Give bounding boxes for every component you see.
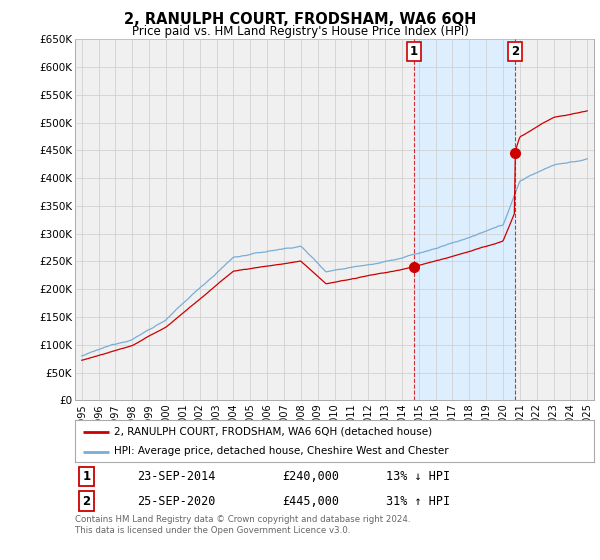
- Text: £445,000: £445,000: [283, 494, 340, 507]
- Text: Contains HM Land Registry data © Crown copyright and database right 2024.
This d: Contains HM Land Registry data © Crown c…: [75, 515, 410, 535]
- Text: £240,000: £240,000: [283, 470, 340, 483]
- Bar: [414, 39, 515, 400]
- Text: 23-SEP-2014: 23-SEP-2014: [137, 470, 215, 483]
- Text: 2, RANULPH COURT, FRODSHAM, WA6 6QH: 2, RANULPH COURT, FRODSHAM, WA6 6QH: [124, 12, 476, 27]
- Text: 2, RANULPH COURT, FRODSHAM, WA6 6QH (detached house): 2, RANULPH COURT, FRODSHAM, WA6 6QH (det…: [114, 427, 432, 437]
- Text: 25-SEP-2020: 25-SEP-2020: [137, 494, 215, 507]
- Text: 2: 2: [82, 494, 91, 507]
- Text: 2: 2: [511, 45, 519, 58]
- Text: 1: 1: [82, 470, 91, 483]
- Text: HPI: Average price, detached house, Cheshire West and Chester: HPI: Average price, detached house, Ches…: [114, 446, 449, 456]
- Text: 31% ↑ HPI: 31% ↑ HPI: [386, 494, 451, 507]
- Text: Price paid vs. HM Land Registry's House Price Index (HPI): Price paid vs. HM Land Registry's House …: [131, 25, 469, 38]
- Text: 1: 1: [410, 45, 418, 58]
- Text: 13% ↓ HPI: 13% ↓ HPI: [386, 470, 451, 483]
